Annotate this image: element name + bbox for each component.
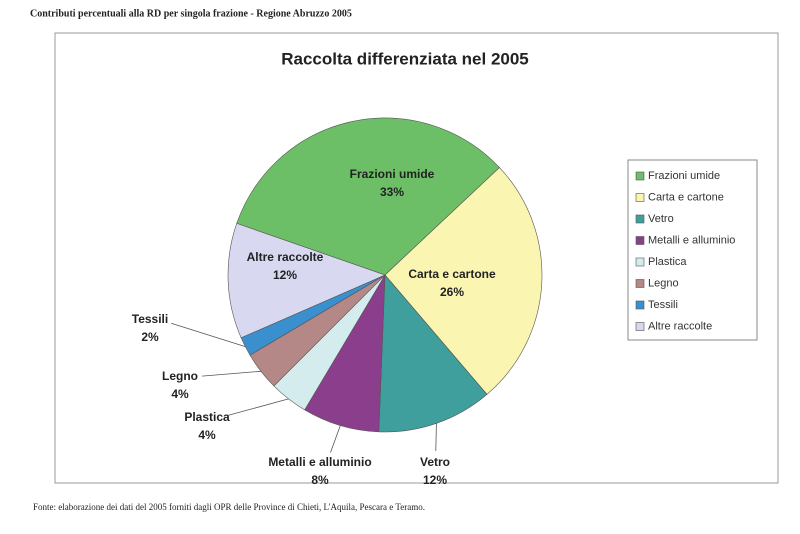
- legend-swatch: [635, 171, 645, 181]
- pie-slice: [378, 274, 488, 433]
- legend-swatch: [635, 236, 645, 245]
- slice-value: 26%: [440, 285, 464, 299]
- slice-label: Metalli e alluminio: [268, 455, 371, 469]
- header: Contributi percentuali alla RD per singo…: [30, 8, 352, 19]
- slice-value: 12%: [423, 473, 447, 487]
- legend-label: Plastica: [648, 256, 687, 268]
- legend-label: Vetro: [648, 213, 674, 225]
- legend-label: Metalli e alluminio: [648, 234, 735, 246]
- leader-line: [228, 398, 289, 416]
- footer: Fonte: elaborazione dei dati del 2005 fo…: [33, 502, 425, 512]
- slice-label: Frazioni umide: [350, 167, 435, 181]
- slice-value: 4%: [171, 387, 189, 401]
- legend-swatch: [635, 279, 645, 288]
- legend-swatch: [635, 322, 645, 331]
- legend-label: Legno: [648, 277, 679, 289]
- slice-label: Legno: [162, 369, 198, 383]
- chart-title: Raccolta differenziata nel 2005: [281, 49, 529, 68]
- slice-label: Vetro: [420, 455, 450, 469]
- legend-swatch: [635, 214, 645, 224]
- slice-label: Tessili: [132, 312, 168, 326]
- legend-swatch: [635, 193, 645, 202]
- slice-value: 2%: [141, 330, 159, 344]
- leader-line: [435, 423, 437, 452]
- slice-value: 4%: [198, 428, 216, 442]
- legend-swatch: [635, 300, 645, 310]
- leader-line: [201, 370, 262, 377]
- leader-line: [171, 322, 246, 347]
- legend-swatch: [635, 257, 645, 267]
- slice-value: 8%: [311, 473, 329, 487]
- leader-line: [330, 425, 341, 453]
- legend-label: Tessili: [648, 299, 678, 311]
- slice-value: 12%: [273, 268, 297, 282]
- legend-label: Frazioni umide: [648, 170, 720, 182]
- legend-label: Carta e cartone: [648, 191, 724, 203]
- slice-value: 33%: [380, 185, 404, 199]
- slice-label: Altre raccolte: [247, 250, 324, 264]
- pie-slice: [384, 167, 543, 395]
- slice-label: Carta e cartone: [408, 267, 496, 281]
- slice-label: Plastica: [184, 410, 230, 424]
- pie-slice: [227, 222, 386, 339]
- legend-label: Altre raccolte: [648, 320, 712, 332]
- pie-slice: [236, 117, 500, 276]
- legend-box: [627, 159, 758, 341]
